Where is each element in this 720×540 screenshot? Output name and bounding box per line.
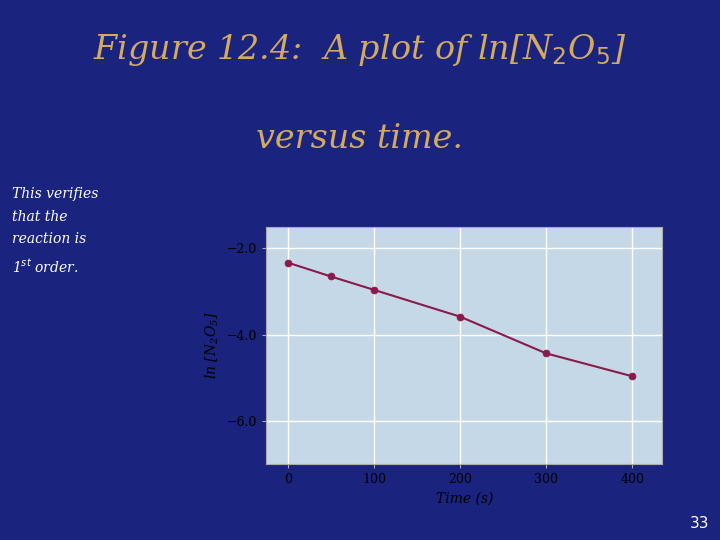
Text: 33: 33	[690, 516, 709, 531]
X-axis label: Time (s): Time (s)	[436, 492, 493, 506]
Text: Figure 12.4:  A plot of ln[N$_2$O$_5$]: Figure 12.4: A plot of ln[N$_2$O$_5$]	[94, 32, 626, 68]
Text: This verifies
that the
reaction is
1$^{st}$ order.: This verifies that the reaction is 1$^{s…	[12, 187, 99, 276]
Text: versus time.: versus time.	[256, 123, 464, 155]
Y-axis label: ln [$\mathregular{N_2O_5}$]: ln [$\mathregular{N_2O_5}$]	[204, 312, 222, 380]
